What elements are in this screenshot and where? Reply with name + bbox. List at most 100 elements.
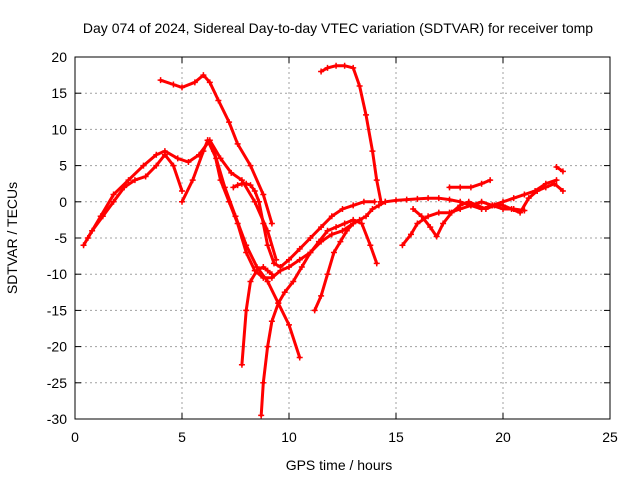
data-point (448, 209, 455, 216)
data-point (268, 220, 275, 227)
data-point (521, 191, 528, 198)
data-point (465, 198, 472, 205)
data-point (80, 242, 87, 249)
data-point (110, 198, 117, 205)
data-point (350, 202, 357, 209)
series-sat-n (446, 177, 494, 191)
data-point (211, 148, 218, 155)
data-point (559, 187, 566, 194)
data-point (534, 187, 541, 194)
data-point (440, 220, 447, 227)
data-point (427, 224, 434, 231)
series-sat-h (258, 216, 380, 419)
data-point (247, 162, 254, 169)
data-point (360, 198, 367, 205)
data-point (324, 64, 331, 71)
data-point (373, 260, 380, 267)
data-point (333, 62, 340, 69)
x-tick-label: 0 (71, 429, 79, 445)
data-point (375, 202, 382, 209)
plot-frame (74, 56, 611, 420)
data-point (131, 177, 138, 184)
data-point (185, 158, 192, 165)
series-line (411, 182, 565, 239)
data-point (324, 227, 331, 234)
data-point (510, 195, 517, 202)
y-tick-label: -5 (55, 230, 68, 246)
data-point (296, 354, 303, 361)
data-point (230, 184, 237, 191)
data-point (260, 379, 267, 386)
data-point (542, 184, 549, 191)
data-point (243, 180, 250, 187)
data-point (410, 206, 417, 213)
data-point (500, 202, 506, 209)
data-point (260, 220, 267, 227)
data-point (369, 148, 376, 155)
data-point (414, 195, 421, 202)
data-point (268, 318, 275, 325)
data-point (170, 81, 177, 88)
data-point (228, 169, 235, 176)
data-point (487, 177, 494, 184)
series-sat-d (179, 137, 303, 361)
data-point (268, 271, 275, 278)
data-point (311, 307, 318, 314)
data-series (80, 62, 566, 419)
x-tick-label: 5 (178, 429, 186, 445)
series-sat-j (318, 62, 385, 205)
data-point (553, 177, 560, 184)
data-point (296, 245, 303, 252)
data-point (204, 137, 211, 144)
data-point (482, 206, 489, 213)
data-point (371, 198, 378, 205)
data-point (298, 263, 305, 270)
data-point (290, 278, 297, 285)
y-tick-label: -15 (47, 302, 67, 318)
data-point (330, 249, 337, 256)
data-point (399, 242, 406, 249)
x-tick-label: 15 (388, 429, 404, 445)
data-point (553, 164, 560, 171)
x-tick-label: 10 (281, 429, 297, 445)
data-point (446, 196, 453, 203)
data-point (110, 191, 117, 198)
data-point (286, 263, 292, 270)
series-sat-g (238, 263, 275, 368)
series-sat-m (410, 180, 566, 240)
y-axis-label: SDTVAR / TECUs (4, 182, 20, 294)
data-point (256, 198, 263, 205)
data-point (97, 213, 104, 220)
data-point (435, 209, 442, 216)
y-axis-ticks: 20 15 10 5 0 -5 -10 -15 -20 -25 -30 (47, 49, 610, 427)
data-point (414, 220, 421, 227)
data-point (170, 162, 177, 169)
data-point (179, 84, 185, 91)
data-point (318, 224, 325, 231)
data-point (264, 343, 271, 350)
data-point (382, 198, 389, 205)
x-axis-ticks: 0 5 10 15 20 25 (71, 57, 618, 445)
data-point (433, 233, 440, 240)
data-point (307, 249, 314, 256)
series-sat-b (84, 137, 280, 263)
y-tick-label: 5 (59, 158, 67, 174)
data-point (161, 148, 168, 155)
data-point (234, 220, 241, 227)
data-point (403, 196, 410, 203)
data-point (251, 187, 258, 194)
data-point (286, 321, 292, 328)
data-point (260, 191, 267, 198)
data-point (217, 177, 224, 184)
data-point (189, 177, 196, 184)
data-point (271, 260, 278, 267)
data-point (226, 119, 233, 126)
series-sat-e (204, 137, 357, 281)
data-point (286, 256, 292, 263)
data-point (358, 220, 365, 227)
data-point (200, 148, 207, 155)
data-point (363, 213, 370, 220)
data-point (153, 151, 160, 158)
data-point (264, 278, 271, 285)
